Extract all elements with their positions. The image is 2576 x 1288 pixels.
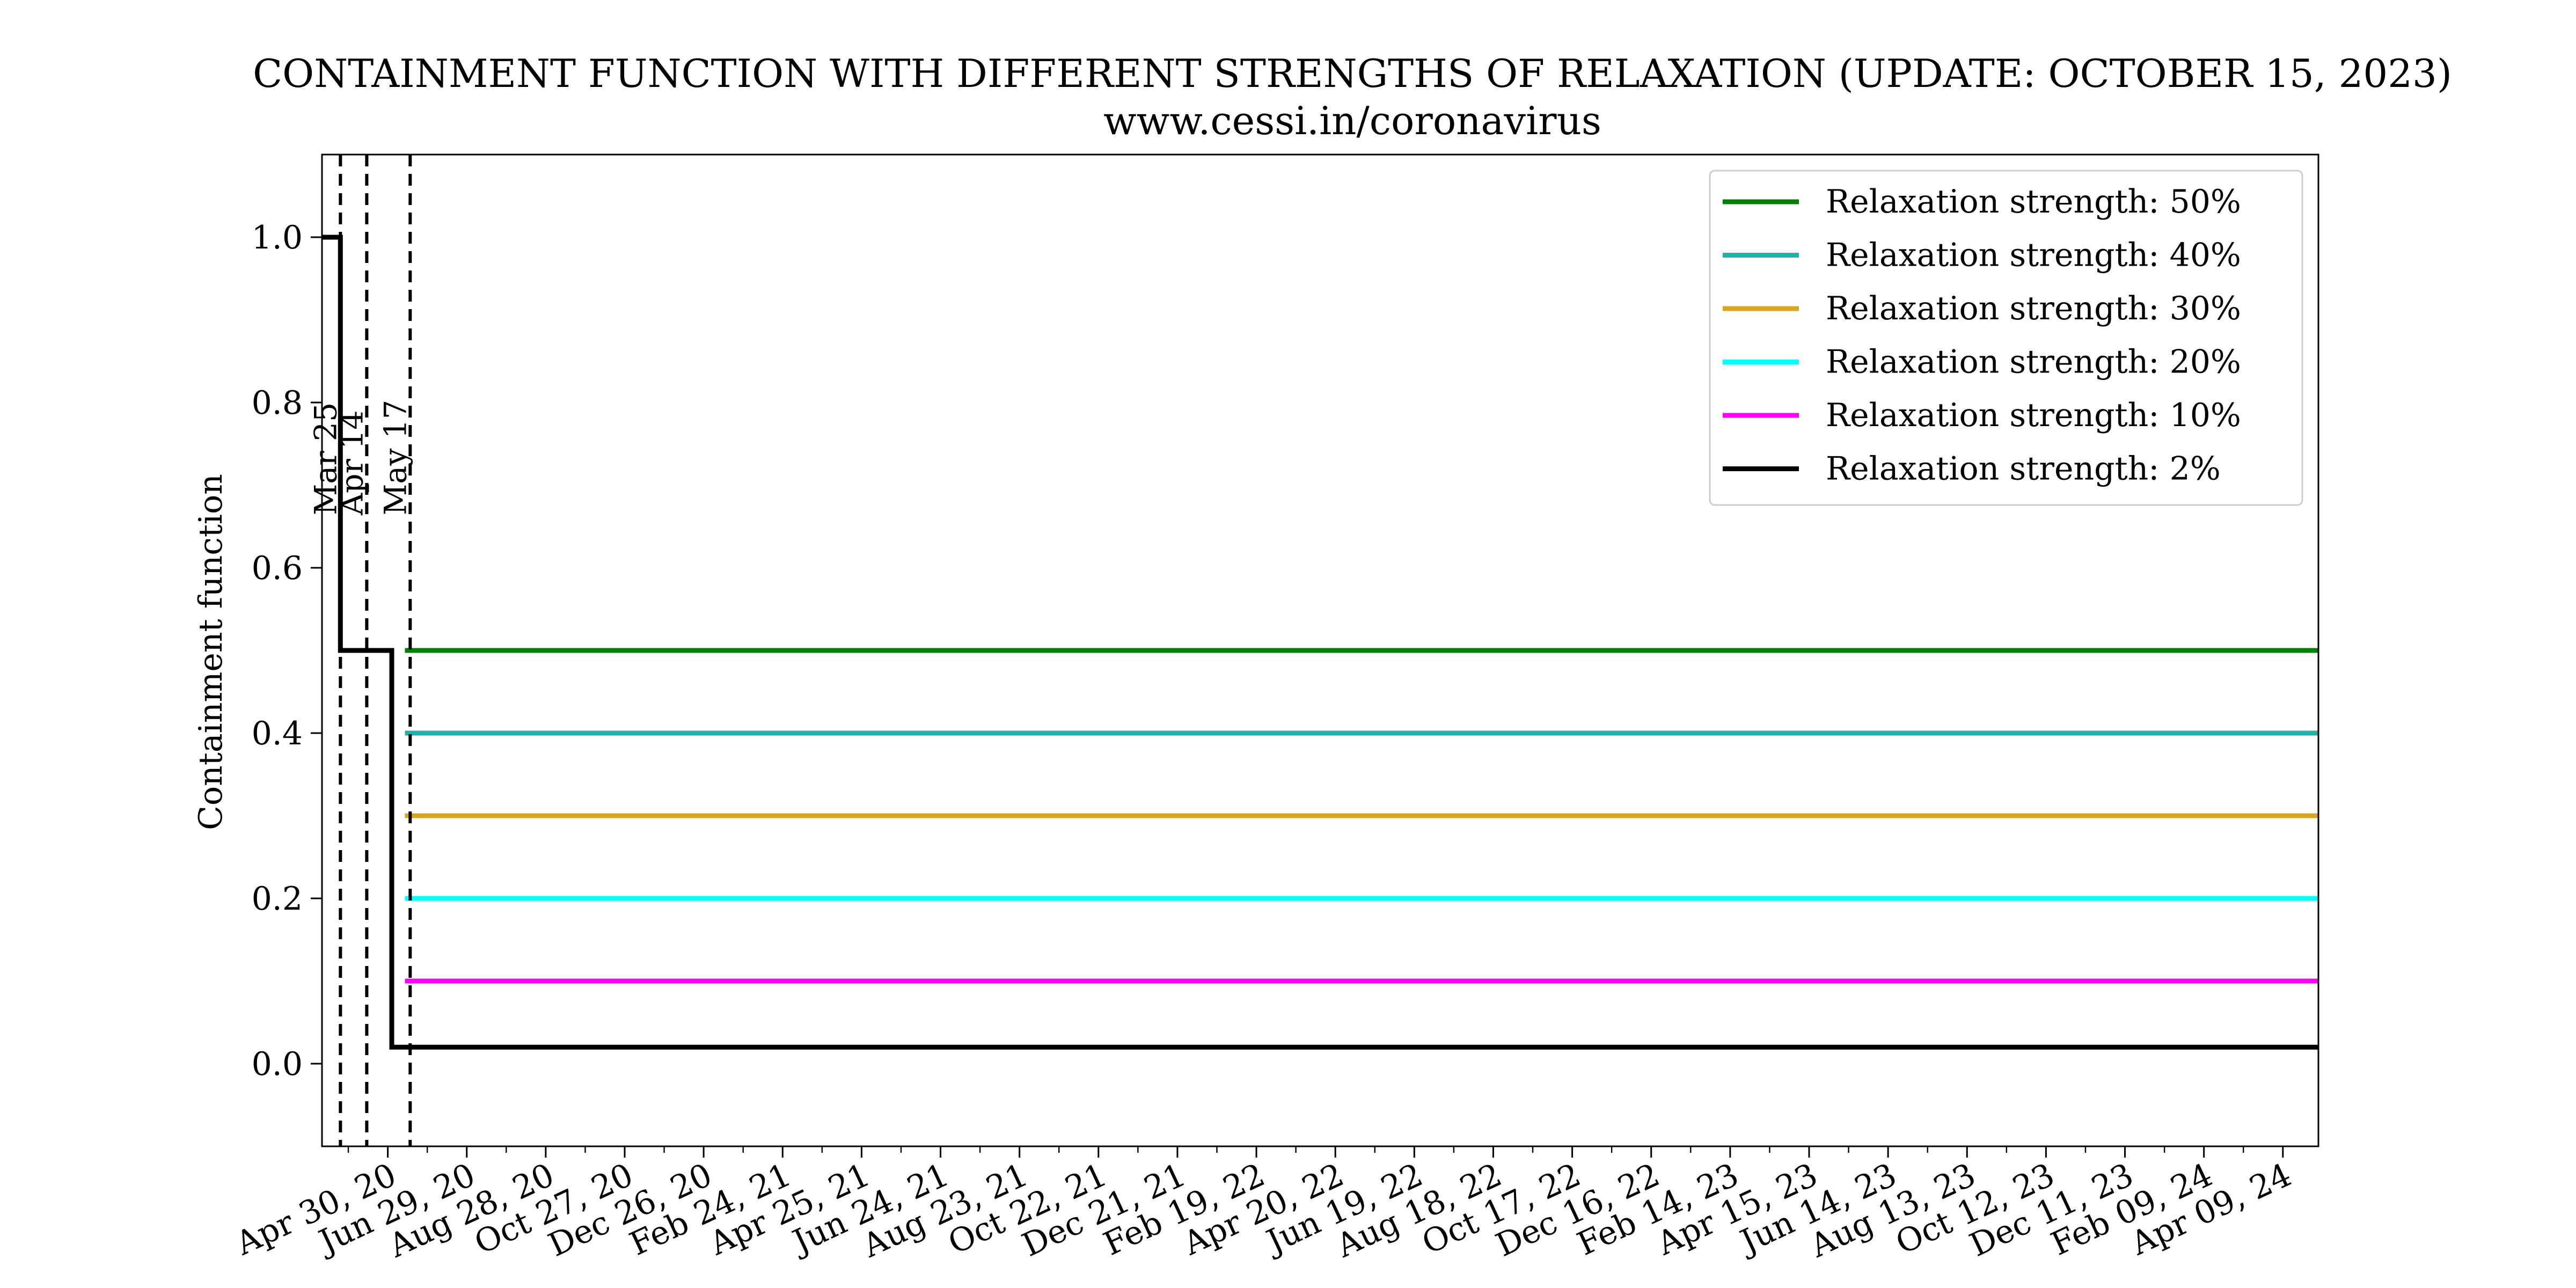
series-line-6 xyxy=(322,235,2318,1050)
y-tick-label-4: 0.6 xyxy=(252,550,303,587)
legend-label-3: Relaxation strength: 30% xyxy=(1826,290,2241,327)
y-tick-label-3: 0.4 xyxy=(252,715,303,752)
legend-label-5: Relaxation strength: 10% xyxy=(1826,397,2241,434)
event-line-label-2: Apr 14 xyxy=(334,410,370,516)
y-axis: 0.0 0.2 0.4 0.6 0.8 1.0 xyxy=(252,219,322,1083)
legend: Relaxation strength: 50% Relaxation stren… xyxy=(1709,170,2303,506)
series-layer xyxy=(322,235,2318,1050)
legend-label-4: Relaxation strength: 20% xyxy=(1826,343,2241,381)
legend-label-6: Relaxation strength: 2% xyxy=(1826,450,2221,488)
event-line-label-3: May 17 xyxy=(378,400,413,515)
chart-subtitle: www.cessi.in/coronavirus xyxy=(1103,98,1601,143)
legend-label-2: Relaxation strength: 40% xyxy=(1826,237,2241,274)
legend-label-1: Relaxation strength: 50% xyxy=(1826,183,2241,221)
event-line-label-1: Mar 25 xyxy=(308,402,343,515)
plot-frame xyxy=(321,153,2319,1147)
y-tick-label-2: 0.2 xyxy=(252,880,303,918)
y-tick-label-1: 0.0 xyxy=(252,1045,303,1083)
chart-title: CONTAINMENT FUNCTION WITH DIFFERENT STRE… xyxy=(253,51,2452,96)
y-tick-label-5: 0.8 xyxy=(252,384,303,422)
y-tick-label-6: 1.0 xyxy=(252,219,303,257)
y-axis-label: Containment function xyxy=(192,474,230,830)
legend-box xyxy=(1709,170,2303,506)
